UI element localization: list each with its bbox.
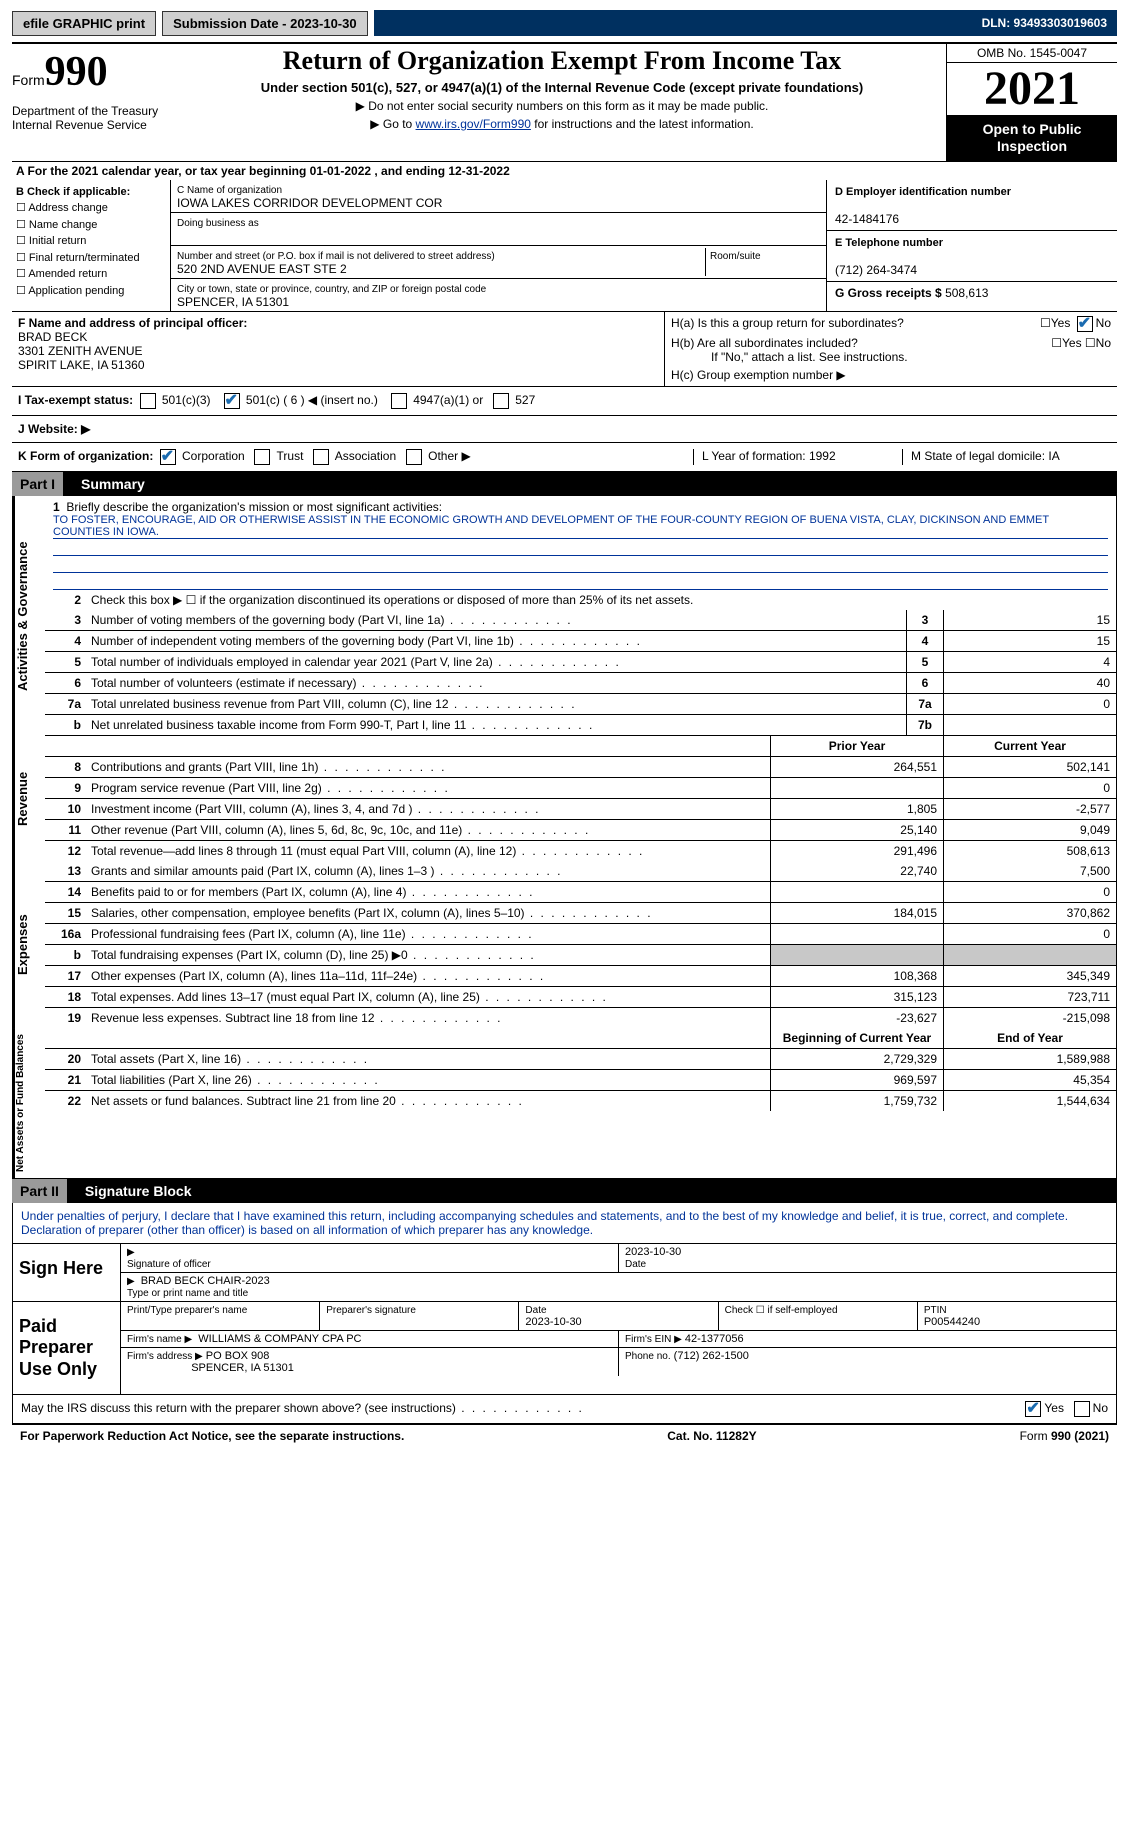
side-revenue: Revenue <box>13 736 45 861</box>
table-row: 4 Number of independent voting members o… <box>45 631 1116 652</box>
omb-number: OMB No. 1545-0047 <box>947 44 1117 63</box>
table-row: 5 Total number of individuals employed i… <box>45 652 1116 673</box>
page-footer: For Paperwork Reduction Act Notice, see … <box>12 1424 1117 1447</box>
table-row: 9 Program service revenue (Part VIII, li… <box>45 778 1116 799</box>
table-row: 18 Total expenses. Add lines 13–17 (must… <box>45 987 1116 1008</box>
side-governance: Activities & Governance <box>13 496 45 736</box>
part1-header: Part I Summary <box>12 472 1117 496</box>
table-row: 6 Total number of volunteers (estimate i… <box>45 673 1116 694</box>
table-row: 21 Total liabilities (Part X, line 26) 9… <box>45 1070 1116 1091</box>
table-row: 10 Investment income (Part VIII, column … <box>45 799 1116 820</box>
table-row: 22 Net assets or fund balances. Subtract… <box>45 1091 1116 1111</box>
side-netassets: Net Assets or Fund Balances <box>13 1028 45 1178</box>
table-row: 15 Salaries, other compensation, employe… <box>45 903 1116 924</box>
note-link: ▶ Go to www.irs.gov/Form990 for instruct… <box>184 117 940 131</box>
form-number: Form990 <box>12 48 172 96</box>
submission-date-button[interactable]: Submission Date - 2023-10-30 <box>162 11 368 36</box>
sign-here-label: Sign Here <box>13 1244 121 1301</box>
box-c: C Name of organizationIOWA LAKES CORRIDO… <box>171 180 826 311</box>
efile-print-button[interactable]: efile GRAPHIC print <box>12 11 156 36</box>
table-row: 14 Benefits paid to or for members (Part… <box>45 882 1116 903</box>
line-k: K Form of organization: Corporation Trus… <box>12 443 1117 472</box>
discuss-line: May the IRS discuss this return with the… <box>13 1395 1116 1423</box>
table-row: 17 Other expenses (Part IX, column (A), … <box>45 966 1116 987</box>
line-1: 1 Briefly describe the organization's mi… <box>45 496 1116 590</box>
top-toolbar: efile GRAPHIC print Submission Date - 20… <box>12 10 1117 36</box>
note-ssn: ▶ Do not enter social security numbers o… <box>184 99 940 113</box>
irs-link[interactable]: www.irs.gov/Form990 <box>416 117 531 131</box>
table-row: 3 Number of voting members of the govern… <box>45 610 1116 631</box>
box-deg: D Employer identification number42-14841… <box>826 180 1117 311</box>
table-row: 13 Grants and similar amounts paid (Part… <box>45 861 1116 882</box>
side-expenses: Expenses <box>13 861 45 1028</box>
open-inspection: Open to Public Inspection <box>947 115 1117 161</box>
table-row: 7a Total unrelated business revenue from… <box>45 694 1116 715</box>
typed-name: BRAD BECK CHAIR-2023Type or print name a… <box>121 1273 1116 1301</box>
box-b: B Check if applicable: ☐ Address change … <box>12 180 171 311</box>
table-row: 20 Total assets (Part X, line 16) 2,729,… <box>45 1049 1116 1070</box>
table-row: 8 Contributions and grants (Part VIII, l… <box>45 757 1116 778</box>
form-header: Form990 Department of the Treasury Inter… <box>12 42 1117 161</box>
table-row: b Net unrelated business taxable income … <box>45 715 1116 736</box>
signature-officer[interactable]: Signature of officer <box>121 1244 619 1272</box>
dept-label: Department of the Treasury Internal Reve… <box>12 104 172 133</box>
part2-header: Part II Signature Block <box>12 1179 1117 1203</box>
box-h: H(a) Is this a group return for subordin… <box>665 312 1117 386</box>
perjury-declaration: Under penalties of perjury, I declare th… <box>13 1203 1116 1244</box>
table-row: 16a Professional fundraising fees (Part … <box>45 924 1116 945</box>
dln-bar: DLN: 93493303019603 <box>374 10 1117 36</box>
table-row: 11 Other revenue (Part VIII, column (A),… <box>45 820 1116 841</box>
table-row: 12 Total revenue—add lines 8 through 11 … <box>45 841 1116 861</box>
page-title: Return of Organization Exempt From Incom… <box>184 46 940 76</box>
subtitle: Under section 501(c), 527, or 4947(a)(1)… <box>184 80 940 95</box>
table-row: 19 Revenue less expenses. Subtract line … <box>45 1008 1116 1028</box>
line-j: J Website: ▶ <box>12 416 1117 443</box>
table-row: b Total fundraising expenses (Part IX, c… <box>45 945 1116 966</box>
tax-year: 2021 <box>947 63 1117 115</box>
line-a: A For the 2021 calendar year, or tax yea… <box>12 161 1117 180</box>
line-i: I Tax-exempt status: 501(c)(3) 501(c) ( … <box>12 387 1117 416</box>
paid-preparer-label: Paid Preparer Use Only <box>13 1302 121 1395</box>
box-f: F Name and address of principal officer:… <box>12 312 665 386</box>
